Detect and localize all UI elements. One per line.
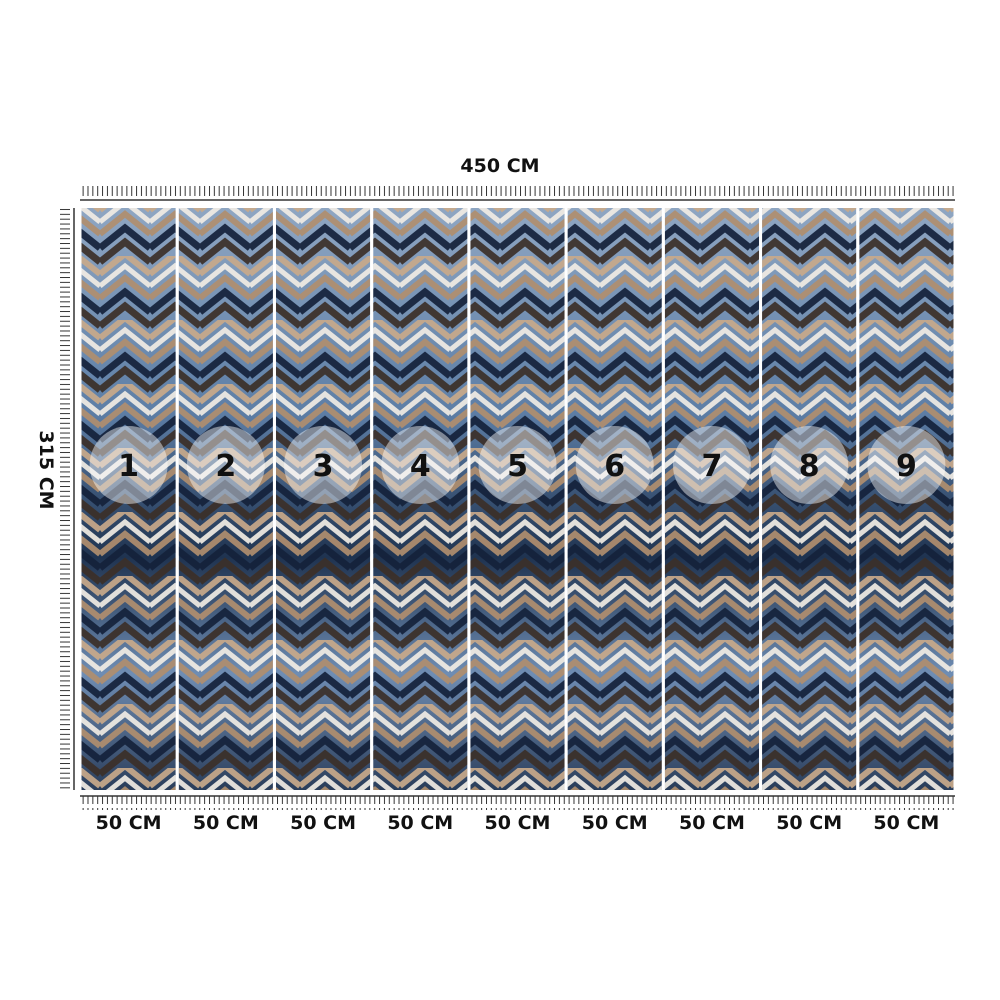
panel-pattern [470,208,565,790]
panel-pattern [859,208,954,790]
panel-width-label: 50 CM [873,812,939,834]
panel-number: 5 [507,449,528,484]
panel-number: 9 [896,449,917,484]
panel-number: 7 [702,449,723,484]
left-ruler [60,208,74,790]
panels: 1 50 CM 2 50 CM 3 50 CM 4 50 CM 5 50 CM 6 50 CM 7 50 … [81,208,954,834]
panel-width-label: 50 CM [776,812,842,834]
panel-pattern [567,208,662,790]
panel-number: 1 [118,449,139,484]
panel-pattern [762,208,857,790]
panel-width-label: 50 CM [193,812,259,834]
panel-badge [867,426,946,504]
width-label: 450 CM [460,155,539,177]
panel-number: 6 [604,449,625,484]
panel-number: 8 [799,449,820,484]
panel-width-label: 50 CM [679,812,745,834]
panel-pattern [664,208,760,790]
panel-pattern [178,208,273,790]
panel-badge [575,426,654,504]
panel-pattern [81,208,176,790]
panel-badge [672,426,751,504]
bottom-ruler [80,796,955,810]
panel-badge [478,426,557,504]
height-label: 315 CM [35,430,57,509]
panel-pattern [373,208,468,790]
panel-pattern [275,208,371,790]
panel-width-label: 50 CM [387,812,453,834]
panel-badge [770,426,849,504]
panel-width-label: 50 CM [290,812,356,834]
panel-width-label: 50 CM [96,812,162,834]
panel-width-label: 50 CM [582,812,648,834]
panel-number: 3 [313,449,334,484]
panel-badge [89,426,168,504]
panel-number: 2 [215,449,236,484]
panel-badge [284,426,363,504]
panel-badge [186,426,265,504]
panel-badge [381,426,460,504]
top-ruler [80,186,955,200]
panel-width-label: 50 CM [485,812,551,834]
panel-number: 4 [410,449,431,484]
